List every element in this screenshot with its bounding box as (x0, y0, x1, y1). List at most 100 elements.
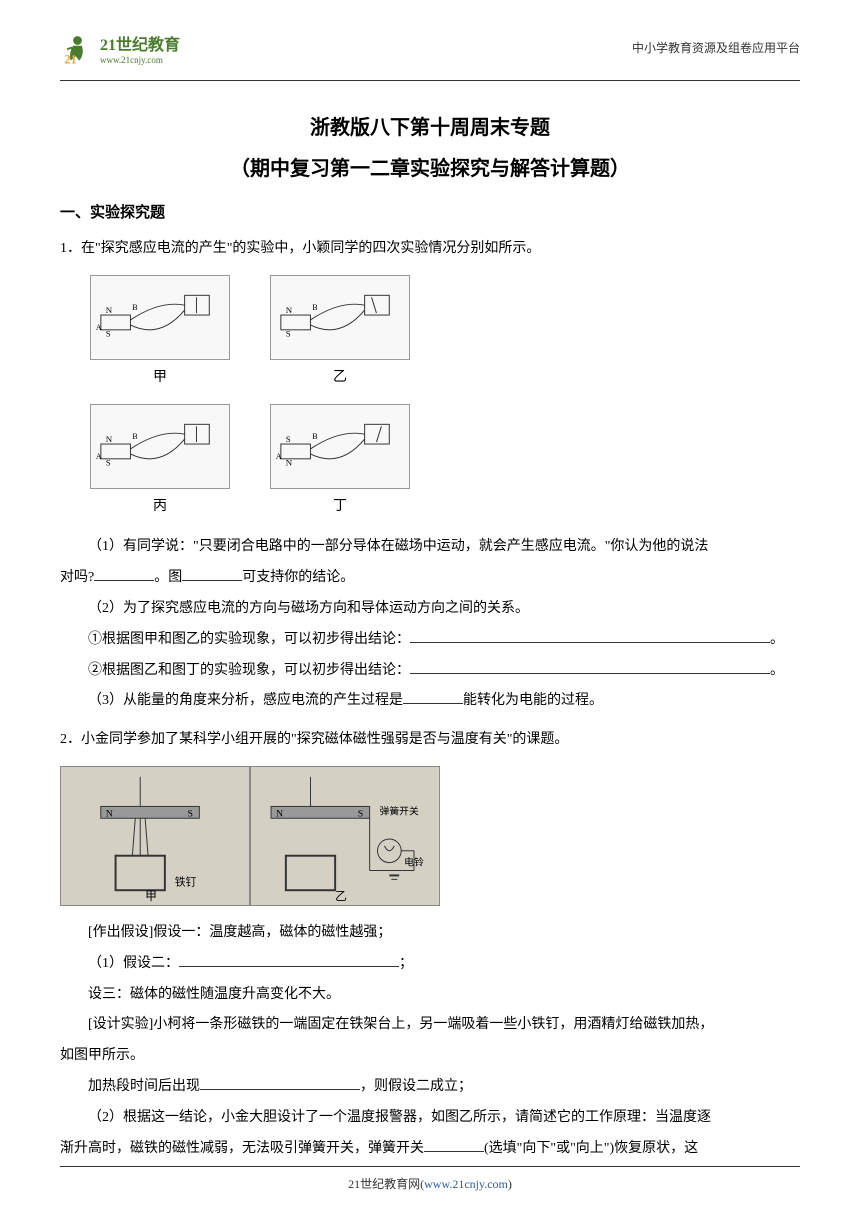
svg-text:甲: 甲 (145, 889, 157, 903)
fig-label-jia: 甲 (90, 363, 230, 394)
svg-text:S: S (358, 808, 363, 819)
q2-sub2-cont-text: 渐升高时，磁铁的磁性减弱，无法吸引弹簧开关，弹簧开关 (60, 1141, 424, 1156)
q1-sub2b: ②根据图乙和图丁的实验现象，可以初步得出结论： 。 (60, 656, 800, 687)
svg-text:N: N (276, 808, 283, 819)
circuit-figure-jia: N S B A (90, 275, 230, 360)
q2-sub2-cont: 渐升高时，磁铁的磁性减弱，无法吸引弹簧开关，弹簧开关 (选填"向下"或"向上")恢… (60, 1134, 800, 1165)
svg-text:B: B (312, 432, 317, 441)
logo: 21 21世纪教育 www.21cnjy.com (60, 30, 180, 65)
photo-yi: N S 弹簧开关 电铃 乙 (250, 766, 440, 906)
svg-text:乙: 乙 (335, 889, 347, 903)
svg-text:N: N (106, 305, 113, 315)
fig-label-yi: 乙 (270, 363, 410, 394)
q2-hyp2: （1）假设二： ； (60, 949, 800, 980)
q1-figures-row1: N S B A 甲 N S B (90, 275, 800, 394)
blank-7 (200, 1073, 360, 1090)
q2-intro: 2．小金同学参加了某科学小组开展的"探究磁体磁性强弱是否与温度有关"的课题。 (60, 725, 800, 756)
svg-text:A: A (96, 323, 102, 332)
q2-hyp3: 设三：磁体的磁性随温度升高变化不大。 (60, 980, 800, 1011)
svg-text:铁钉: 铁钉 (175, 875, 197, 888)
q1-sub1: （1）有同学说："只要闭合电路中的一部分导体在磁场中运动，就会产生感应电流。"你… (60, 532, 800, 563)
svg-text:A: A (96, 451, 102, 460)
svg-text:S: S (188, 808, 193, 819)
main-title: 浙教版八下第十周周末专题 (60, 111, 800, 140)
q2-hyp1: [作出假设]假设一：温度越高，磁体的磁性越强； (60, 918, 800, 949)
q1-figures-row2: N S B A 丙 S N B A (90, 404, 800, 523)
q1-sub2a-text: ①根据图甲和图乙的实验现象，可以初步得出结论： (88, 632, 410, 647)
q1-sub1-line2: 对吗? 。图 可支持你的结论。 (60, 563, 800, 594)
header-divider (60, 80, 800, 81)
q1-sub1-suffix: 。图 (154, 570, 182, 585)
fig-jia-container: N S B A 甲 (90, 275, 230, 394)
svg-text:A: A (276, 451, 282, 460)
q2-heat-prefix: 加热段时间后出现 (88, 1079, 200, 1094)
svg-text:B: B (312, 303, 317, 312)
page-footer: 21世纪教育网(www.21cnjy.com) (0, 1166, 860, 1192)
q2-hyp2-prefix: （1）假设二： (88, 956, 179, 971)
question-2: 2．小金同学参加了某科学小组开展的"探究磁体磁性强弱是否与温度有关"的课题。 N… (60, 725, 800, 1164)
svg-text:电铃: 电铃 (404, 856, 424, 869)
circuit-figure-ding: S N B A (270, 404, 410, 489)
q2-design: [设计实验]小柯将一条形磁铁的一端固定在铁架台上，另一端吸着一些小铁钉，用酒精灯… (60, 1010, 800, 1041)
question-1: 1．在"探究感应电流的产生"的实验中，小颖同学的四次实验情况分别如所示。 N S… (60, 234, 800, 717)
footer-suffix: ) (508, 1177, 512, 1191)
svg-text:弹簧开关: 弹簧开关 (380, 804, 420, 817)
svg-text:N: N (106, 808, 113, 819)
q2-design-cont: 如图甲所示。 (60, 1041, 800, 1072)
q1-sub3-prefix: （3）从能量的角度来分析，感应电流的产生过程是 (88, 693, 403, 708)
q1-sub2b-end: 。 (770, 663, 784, 678)
fig-bing-container: N S B A 丙 (90, 404, 230, 523)
footer-divider (60, 1166, 800, 1167)
blank-5 (403, 688, 463, 705)
photo-jia: N S 铁钉 甲 (60, 766, 250, 906)
svg-text:21: 21 (64, 52, 76, 65)
blank-1 (94, 564, 154, 581)
section-1-header: 一、实验探究题 (60, 201, 800, 222)
q2-photo-figure: N S 铁钉 甲 N S 弹簧开关 (60, 766, 440, 906)
svg-text:N: N (106, 434, 113, 444)
q1-sub1-mid: 对吗? (60, 570, 94, 585)
svg-text:S: S (106, 329, 111, 339)
q2-sub2-mid: (选填"向下"或"向上")恢复原状，这 (484, 1141, 698, 1156)
footer-prefix: 21世纪教育网( (348, 1177, 424, 1191)
q1-sub2b-text: ②根据图乙和图丁的实验现象，可以初步得出结论： (88, 663, 410, 678)
fig-ding-container: S N B A 丁 (270, 404, 410, 523)
svg-text:S: S (286, 434, 291, 444)
q1-sub2a-end: 。 (770, 632, 784, 647)
footer-link: www.21cnjy.com (424, 1177, 508, 1191)
svg-text:N: N (286, 457, 293, 467)
circuit-figure-bing: N S B A (90, 404, 230, 489)
blank-3 (410, 626, 770, 643)
q1-sub3: （3）从能量的角度来分析，感应电流的产生过程是 能转化为电能的过程。 (60, 686, 800, 717)
q2-hyp2-suffix: ； (399, 956, 413, 971)
svg-text:B: B (132, 432, 137, 441)
svg-text:N: N (286, 305, 293, 315)
logo-text: 21世纪教育 www.21cnjy.com (100, 31, 180, 65)
q2-heat-suffix: ，则假设二成立； (360, 1079, 472, 1094)
blank-2 (182, 564, 242, 581)
logo-icon: 21 (60, 30, 95, 65)
footer-text: 21世纪教育网(www.21cnjy.com) (0, 1175, 860, 1192)
q1-sub3-suffix: 能转化为电能的过程。 (463, 693, 603, 708)
fig-label-ding: 丁 (270, 492, 410, 523)
header-right-text: 中小学教育资源及组卷应用平台 (632, 39, 800, 56)
logo-sub-text: www.21cnjy.com (100, 55, 180, 65)
fig-label-bing: 丙 (90, 492, 230, 523)
blank-8 (424, 1135, 484, 1152)
subtitle: （期中复习第一二章实验探究与解答计算题） (60, 152, 800, 181)
logo-main-text: 21世纪教育 (100, 31, 180, 55)
q2-heat: 加热段时间后出现 ，则假设二成立； (60, 1072, 800, 1103)
q1-sub2: （2）为了探究感应电流的方向与磁场方向和导体运动方向之间的关系。 (60, 594, 800, 625)
q2-sub2: （2）根据这一结论，小金大胆设计了一个温度报警器，如图乙所示，请简述它的工作原理… (60, 1103, 800, 1134)
q1-sub1-end: 可支持你的结论。 (242, 570, 354, 585)
circuit-figure-yi: N S B (270, 275, 410, 360)
blank-4 (410, 657, 770, 674)
blank-6 (179, 950, 399, 967)
page-header: 21 21世纪教育 www.21cnjy.com 中小学教育资源及组卷应用平台 (60, 30, 800, 65)
q1-intro: 1．在"探究感应电流的产生"的实验中，小颖同学的四次实验情况分别如所示。 (60, 234, 800, 265)
svg-text:S: S (106, 457, 111, 467)
fig-yi-container: N S B 乙 (270, 275, 410, 394)
svg-text:B: B (132, 303, 137, 312)
svg-text:S: S (286, 329, 291, 339)
q1-sub2a: ①根据图甲和图乙的实验现象，可以初步得出结论： 。 (60, 625, 800, 656)
